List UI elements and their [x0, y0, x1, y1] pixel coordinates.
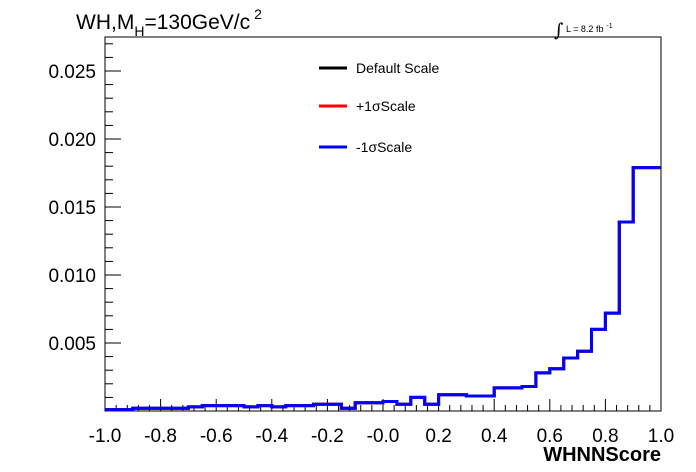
y-tick-label: 0.005 [48, 334, 96, 355]
series-line-3 [105, 166, 661, 412]
title-subscript: H [134, 23, 144, 39]
title-main: WH,M [76, 11, 134, 34]
x-tick-label: 0.2 [425, 426, 451, 447]
x-tick-label: -1.0 [89, 426, 122, 447]
x-tick-label: -0.6 [200, 426, 233, 447]
x-tick-label: 0.4 [481, 426, 508, 447]
x-tick-label: 0.6 [537, 426, 563, 447]
legend-label: Default Scale [356, 60, 439, 76]
luminosity-label: L = 8.2 fb -1 [566, 23, 613, 34]
series-line-1 [105, 166, 661, 412]
series-layer [105, 166, 661, 412]
x-tick-label: 1.0 [648, 426, 674, 447]
legend-label: -1σScale [356, 139, 412, 155]
legend: Default Scale +1σScale -1σScale [319, 60, 439, 155]
x-axis-title: WHNNScore [543, 444, 661, 466]
luminosity-text: L = 8.2 fb [566, 24, 603, 34]
chart-title: WH,MH=130GeV/c 2 [76, 6, 262, 39]
x-tick-label: -0.8 [144, 426, 177, 447]
axes: -1.0 -0.8 -0.6 -0.4 -0.2 -0.0 0.2 0.4 0.6 0.8 1.0 0… [48, 43, 674, 447]
x-tick-label: -0.4 [255, 426, 288, 447]
legend-label: +1σScale [356, 98, 416, 114]
series-line-2 [105, 166, 661, 412]
y-tick-label: 0.010 [48, 266, 96, 287]
title-superscript: 2 [254, 6, 262, 22]
x-tick-label: 0.8 [592, 426, 618, 447]
x-tick-label: -0.0 [367, 426, 400, 447]
luminosity-superscript: -1 [606, 23, 612, 30]
y-tick-label: 0.025 [48, 62, 96, 83]
x-tick-label: -0.2 [311, 426, 344, 447]
y-tick-label: 0.020 [48, 130, 96, 151]
y-tick-label: 0.015 [48, 198, 96, 219]
title-rest: =130GeV/c [144, 11, 250, 34]
integral-sign: ∫ [554, 20, 564, 41]
